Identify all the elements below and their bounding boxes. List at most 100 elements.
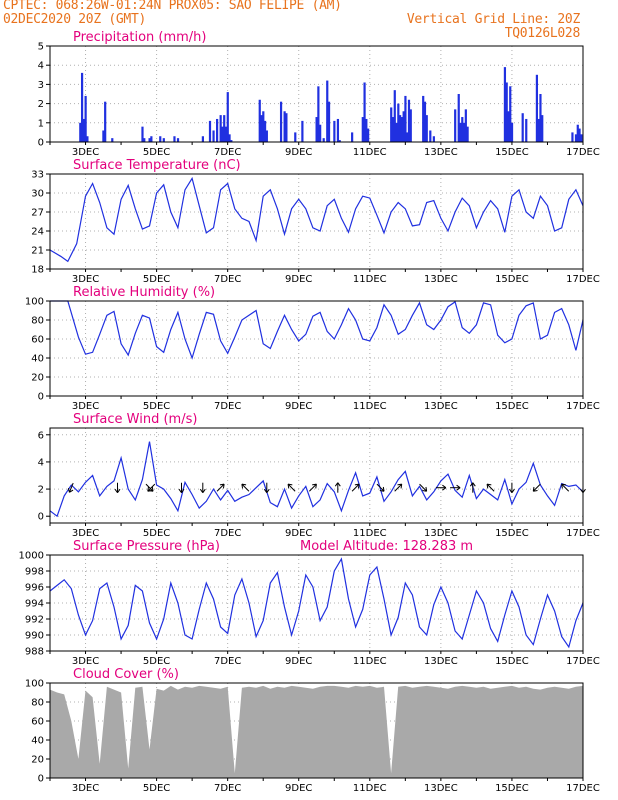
wind-arrow <box>287 483 296 492</box>
wind-arrow-head <box>114 488 121 493</box>
x-tick-label: 15DEC <box>495 528 529 539</box>
y-tick-label: 998 <box>25 567 44 578</box>
precip-bar <box>228 134 231 142</box>
precip-bar <box>395 122 398 142</box>
wind-arrow <box>351 483 360 492</box>
y-tick-label: 990 <box>25 631 44 642</box>
precip-bar <box>80 72 84 142</box>
x-tick-label: 3DEC <box>72 528 99 539</box>
header-model-id: TQ0126L028 <box>504 26 581 41</box>
precip-bar <box>399 115 402 142</box>
precip-bar <box>265 130 268 142</box>
precip-bar <box>351 132 354 142</box>
wind-arrow-head <box>241 483 247 489</box>
y-tick-label: 4 <box>38 61 44 72</box>
precip-bar <box>429 130 432 142</box>
precip-bar <box>461 117 464 142</box>
wind-arrow-head <box>397 483 403 489</box>
wind-arrow-head <box>287 483 293 489</box>
wind-arrow <box>508 482 515 493</box>
series-line <box>50 300 584 360</box>
precip-bar <box>423 101 427 142</box>
wind-arrow <box>241 483 250 492</box>
precip-bar <box>319 124 322 142</box>
panel-frame <box>49 427 584 524</box>
y-tick-label: 5 <box>38 42 44 53</box>
precip-bar <box>82 118 85 142</box>
x-tick-label: 7DEC <box>214 528 241 539</box>
header-run-date: 02DEC2020 20Z (GMT) <box>3 12 147 27</box>
wind-arrow-shaft <box>241 483 250 492</box>
panel-frame <box>49 173 584 270</box>
x-tick-label: 5DEC <box>143 147 170 158</box>
y-tick-label: 0 <box>38 774 44 785</box>
panel-title: Relative Humidity (%) <box>73 285 215 300</box>
wind-arrow-head <box>354 483 360 489</box>
y-tick-label: 0 <box>38 138 44 149</box>
wind-arrow-head <box>312 483 317 489</box>
precip-bar <box>509 86 512 142</box>
wind-arrow-head <box>263 488 270 493</box>
precip-bar <box>507 111 510 142</box>
x-tick-label: 17DEC <box>566 401 600 412</box>
precip-bar <box>208 120 212 142</box>
panel-title: Cloud Cover (%) <box>73 667 179 682</box>
x-tick-label: 3DEC <box>72 274 99 285</box>
precip-bar <box>393 90 396 142</box>
x-tick-label: 11DEC <box>353 528 387 539</box>
precip-bar <box>464 109 467 142</box>
precip-bar <box>84 95 87 142</box>
x-tick-label: 3DEC <box>72 401 99 412</box>
x-tick-label: 13DEC <box>424 274 458 285</box>
precip-bar <box>176 138 180 142</box>
y-tick-label: 0 <box>38 392 44 403</box>
wind-arrow-shaft <box>309 483 317 492</box>
precip-bar <box>150 136 153 142</box>
y-tick-label: 27 <box>31 208 44 219</box>
wind-arrow-head <box>561 483 566 489</box>
panel-title: Surface Temperature (nC) <box>73 158 241 173</box>
y-tick-label: 1000 <box>19 551 44 562</box>
wind-arrow-head <box>486 483 492 489</box>
precip-bar <box>326 80 329 142</box>
x-tick-label: 3DEC <box>72 783 99 794</box>
precip-bar <box>301 120 304 142</box>
precip-bar <box>221 126 224 142</box>
precip-bar <box>541 115 544 142</box>
x-tick-label: 11DEC <box>353 147 387 158</box>
precip-bar <box>503 67 507 142</box>
series-line <box>49 176 584 263</box>
x-tick-label: 9DEC <box>285 147 312 158</box>
precip-bar <box>226 92 229 142</box>
y-tick-label: 30 <box>31 189 44 200</box>
panel-frame <box>49 300 584 397</box>
precip-bar <box>390 107 393 142</box>
precip-bar <box>317 86 320 142</box>
x-tick-label: 15DEC <box>495 401 529 412</box>
x-tick-label: 9DEC <box>285 783 312 794</box>
y-tick-label: 20 <box>31 373 44 384</box>
precip-bar <box>219 115 222 142</box>
x-tick-label: 13DEC <box>424 401 458 412</box>
y-tick-label: 992 <box>25 615 44 626</box>
wind-arrow-shaft <box>351 483 360 492</box>
x-tick-label: 7DEC <box>214 147 241 158</box>
x-tick-label: 17DEC <box>566 528 600 539</box>
y-tick-label: 18 <box>31 265 44 276</box>
wind-arrow-shaft <box>394 483 403 492</box>
wind-arrow-head <box>508 488 515 493</box>
x-tick-label: 3DEC <box>72 147 99 158</box>
y-tick-label: 4 <box>38 457 44 468</box>
precip-bar <box>574 134 578 142</box>
wind-arrow <box>147 483 156 492</box>
precip-bar <box>505 82 508 142</box>
precip-bar <box>459 122 462 142</box>
wind-arrow-shaft <box>486 483 495 492</box>
wind-arrow-head <box>532 486 538 492</box>
precip-bar <box>260 115 263 142</box>
y-tick-label: 21 <box>31 246 44 257</box>
precip-bar <box>333 120 336 142</box>
series-line <box>49 557 584 649</box>
y-tick-label: 988 <box>25 647 44 658</box>
wind-arrow-shaft <box>376 483 385 492</box>
